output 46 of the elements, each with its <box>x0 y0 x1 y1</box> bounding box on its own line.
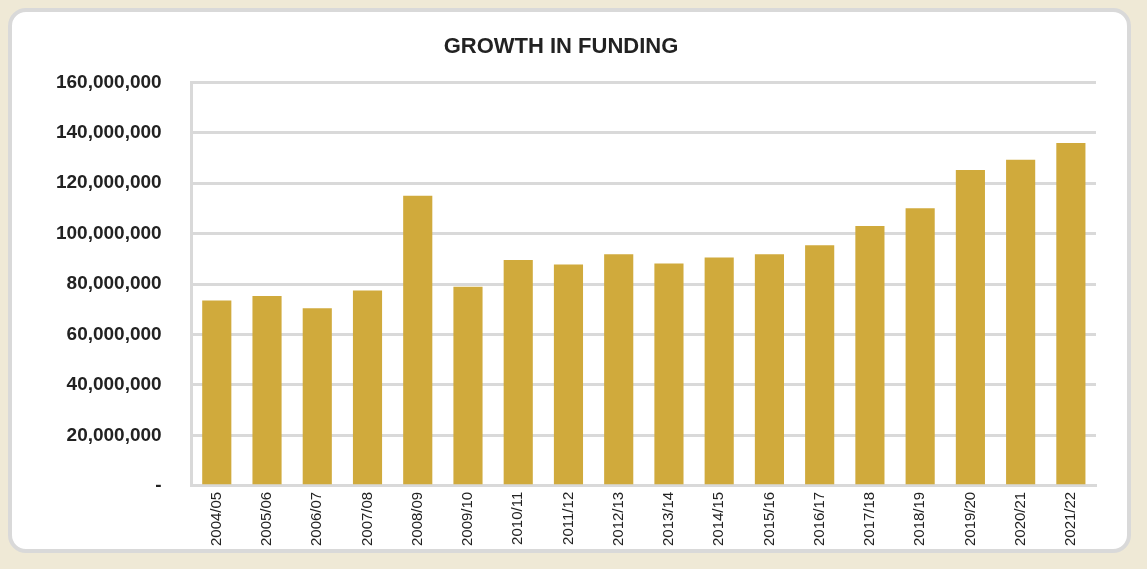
y-tick-label: 60,000,000 <box>66 322 162 344</box>
x-tick-label: 2008/09 <box>407 491 425 547</box>
bar <box>604 254 634 485</box>
bar <box>955 169 985 485</box>
bar <box>704 257 734 485</box>
x-tick-label: 2011/12 <box>558 491 576 545</box>
x-tick-label: 2006/07 <box>307 491 325 547</box>
x-tick-label: 2015/16 <box>759 491 777 547</box>
y-tick-label: 40,000,000 <box>66 373 162 395</box>
bar <box>403 195 433 485</box>
x-tick-label: 2018/19 <box>910 491 928 547</box>
chart-title: GROWTH IN FUNDING <box>443 33 679 59</box>
y-tick-label: 80,000,000 <box>66 272 162 294</box>
bar <box>855 226 885 485</box>
bar <box>905 208 935 485</box>
x-tick-label: 2019/20 <box>960 491 978 547</box>
bar <box>503 259 533 485</box>
x-tick-label: 2013/14 <box>659 491 677 547</box>
x-tick-label: 2007/08 <box>357 491 375 547</box>
x-tick-label: 2004/05 <box>206 491 224 547</box>
bar <box>805 245 835 485</box>
y-tick-label: 20,000,000 <box>66 423 162 445</box>
y-tick-label: 100,000,000 <box>55 221 162 243</box>
x-tick-label: 2021/22 <box>1061 491 1079 547</box>
bar <box>1006 159 1036 485</box>
bar <box>553 264 584 485</box>
bar <box>352 290 383 485</box>
bar <box>202 300 232 485</box>
y-tick-label: 120,000,000 <box>55 171 162 193</box>
x-tick-label: 2020/21 <box>1010 491 1028 547</box>
x-tick-label: 2016/17 <box>809 491 827 547</box>
x-tick-label: 2017/18 <box>860 491 878 547</box>
y-tick-label: 160,000,000 <box>55 70 162 92</box>
bar <box>1056 142 1086 485</box>
x-tick-label: 2012/13 <box>608 491 626 547</box>
y-tick-label: - <box>155 474 162 496</box>
x-tick-label: 2009/10 <box>458 491 476 547</box>
y-tick-label: 140,000,000 <box>55 121 162 143</box>
bar <box>252 295 282 485</box>
bar <box>654 263 684 485</box>
x-tick-label: 2005/06 <box>257 491 275 547</box>
bar <box>754 254 784 485</box>
bar <box>453 286 483 485</box>
bar <box>302 308 332 485</box>
x-tick-label: 2014/15 <box>709 491 727 547</box>
x-tick-label: 2010/11 <box>508 491 526 545</box>
